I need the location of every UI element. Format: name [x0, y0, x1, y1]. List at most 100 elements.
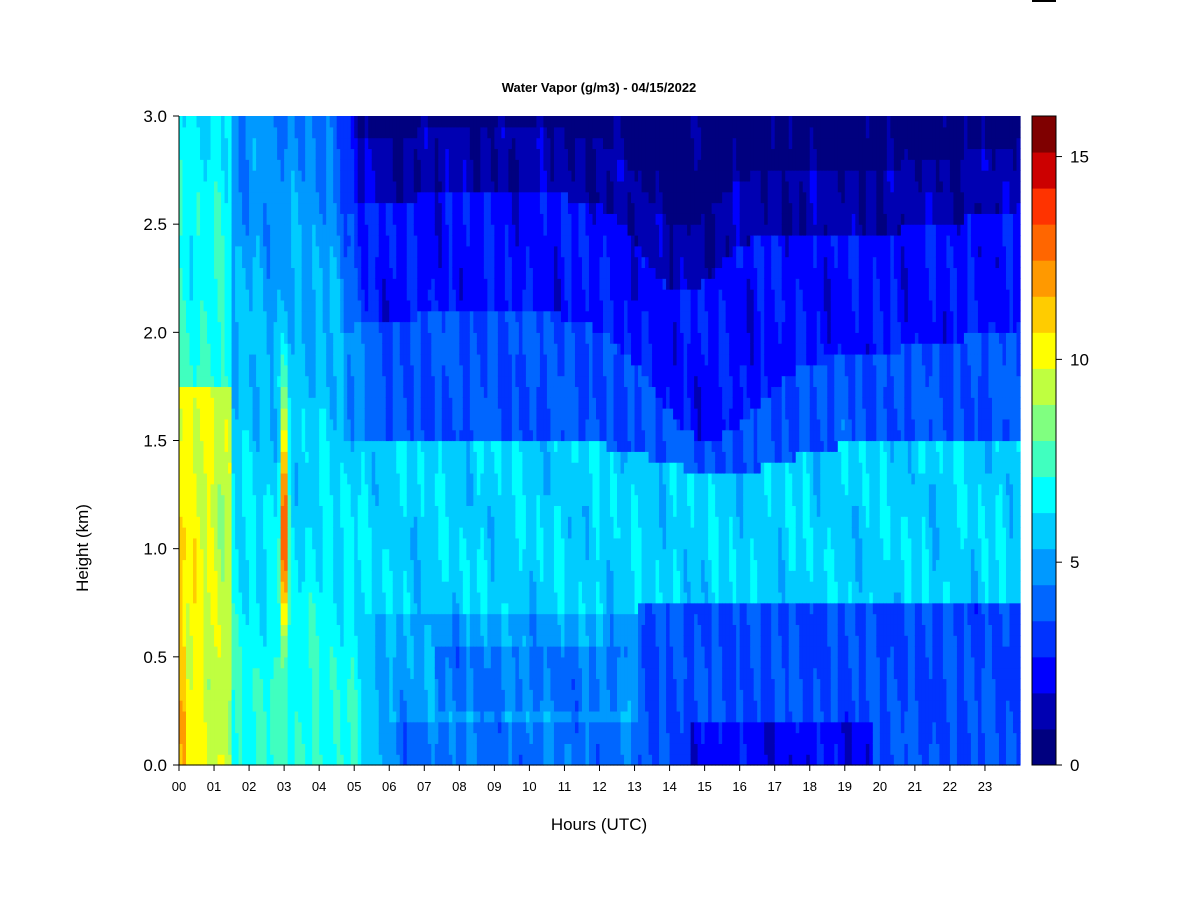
- heatmap-cell: [203, 516, 208, 528]
- heatmap-cell: [438, 386, 443, 398]
- heatmap-cell: [382, 126, 387, 139]
- heatmap-cell: [315, 591, 320, 604]
- heatmap-cell: [368, 353, 373, 366]
- heatmap-cell: [252, 159, 257, 171]
- heatmap-cell: [200, 602, 205, 615]
- heatmap-cell: [343, 180, 348, 193]
- heatmap-cell: [273, 537, 278, 550]
- heatmap-cell: [179, 375, 184, 388]
- heatmap-cell: [462, 332, 467, 344]
- heatmap-cell: [231, 321, 236, 333]
- heatmap-cell: [305, 732, 310, 744]
- heatmap-cell: [186, 667, 191, 680]
- heatmap-cell: [466, 635, 471, 647]
- heatmap-cell: [210, 440, 215, 452]
- heatmap-cell: [424, 591, 429, 604]
- heatmap-cell: [378, 494, 383, 506]
- heatmap-cell: [249, 527, 254, 539]
- heatmap-cell: [256, 732, 261, 744]
- heatmap-cell: [228, 559, 233, 571]
- heatmap-cell: [427, 559, 432, 571]
- heatmap-cell: [392, 667, 397, 680]
- heatmap-cell: [389, 667, 394, 680]
- heatmap-cell: [347, 732, 352, 744]
- heatmap-cell: [448, 472, 453, 485]
- heatmap-cell: [329, 537, 334, 550]
- heatmap-cell: [420, 537, 425, 550]
- heatmap-cell: [333, 343, 338, 355]
- heatmap-cell: [301, 548, 306, 561]
- heatmap-cell: [280, 667, 285, 680]
- heatmap-cell: [357, 310, 362, 323]
- heatmap-cell: [396, 602, 401, 615]
- heatmap-cell: [343, 159, 348, 171]
- heatmap-cell: [270, 516, 275, 528]
- heatmap-cell: [413, 180, 418, 193]
- heatmap-cell: [259, 462, 264, 474]
- heatmap-cell: [336, 364, 341, 377]
- heatmap-cell: [252, 353, 257, 366]
- heatmap-cell: [203, 537, 208, 550]
- heatmap-cell: [417, 245, 422, 258]
- heatmap-cell: [228, 462, 233, 474]
- heatmap-cell: [221, 429, 226, 442]
- heatmap-cell: [189, 537, 194, 550]
- heatmap-cell: [179, 548, 184, 561]
- heatmap-cell: [340, 278, 345, 290]
- heatmap-cell: [417, 613, 422, 625]
- heatmap-cell: [326, 646, 331, 658]
- heatmap-cell: [452, 245, 457, 258]
- heatmap-cell: [242, 116, 247, 128]
- heatmap-cell: [287, 332, 292, 344]
- heatmap-cell: [378, 721, 383, 734]
- heatmap-cell: [266, 256, 271, 269]
- heatmap-cell: [228, 289, 233, 301]
- heatmap-cell: [179, 397, 184, 409]
- heatmap-cell: [448, 602, 453, 615]
- heatmap-cell: [270, 418, 275, 431]
- heatmap-cell: [375, 635, 380, 647]
- heatmap-cell: [340, 451, 345, 463]
- heatmap-cell: [179, 299, 184, 312]
- heatmap-cell: [434, 483, 439, 496]
- heatmap-cell: [336, 386, 341, 398]
- heatmap-cell: [441, 408, 446, 420]
- heatmap-cell: [462, 245, 467, 258]
- heatmap-cell: [322, 278, 327, 290]
- heatmap-cell: [329, 213, 334, 225]
- heatmap-cell: [277, 278, 282, 290]
- heatmap-cell: [347, 700, 352, 712]
- heatmap-cell: [294, 386, 299, 398]
- heatmap-cell: [343, 343, 348, 355]
- heatmap-cell: [382, 656, 387, 669]
- heatmap-cell: [448, 397, 453, 409]
- heatmap-cell: [455, 516, 460, 528]
- heatmap-cell: [315, 137, 320, 150]
- heatmap-cell: [368, 418, 373, 431]
- heatmap-cell: [378, 321, 383, 333]
- heatmap-cell: [182, 537, 187, 550]
- heatmap-cell: [361, 213, 366, 225]
- heatmap-cell: [364, 191, 369, 204]
- heatmap-cell: [389, 451, 394, 463]
- heatmap-cell: [291, 635, 296, 647]
- heatmap-cell: [203, 646, 208, 658]
- heatmap-cell: [368, 397, 373, 409]
- heatmap-cell: [452, 159, 457, 171]
- heatmap-cell: [389, 170, 394, 182]
- heatmap-cell: [308, 137, 313, 150]
- heatmap-cell: [364, 656, 369, 669]
- heatmap-cell: [417, 591, 422, 604]
- heatmap-cell: [221, 343, 226, 355]
- heatmap-cell: [305, 570, 310, 582]
- heatmap-cell: [315, 202, 320, 214]
- heatmap-cell: [273, 710, 278, 723]
- heatmap-cell: [336, 635, 341, 647]
- heatmap-cell: [392, 570, 397, 582]
- heatmap-cell: [375, 646, 380, 658]
- heatmap-cell: [308, 343, 313, 355]
- heatmap-cell: [217, 332, 222, 344]
- heatmap-cell: [193, 126, 198, 139]
- heatmap-cell: [252, 397, 257, 409]
- heatmap-cell: [347, 721, 352, 734]
